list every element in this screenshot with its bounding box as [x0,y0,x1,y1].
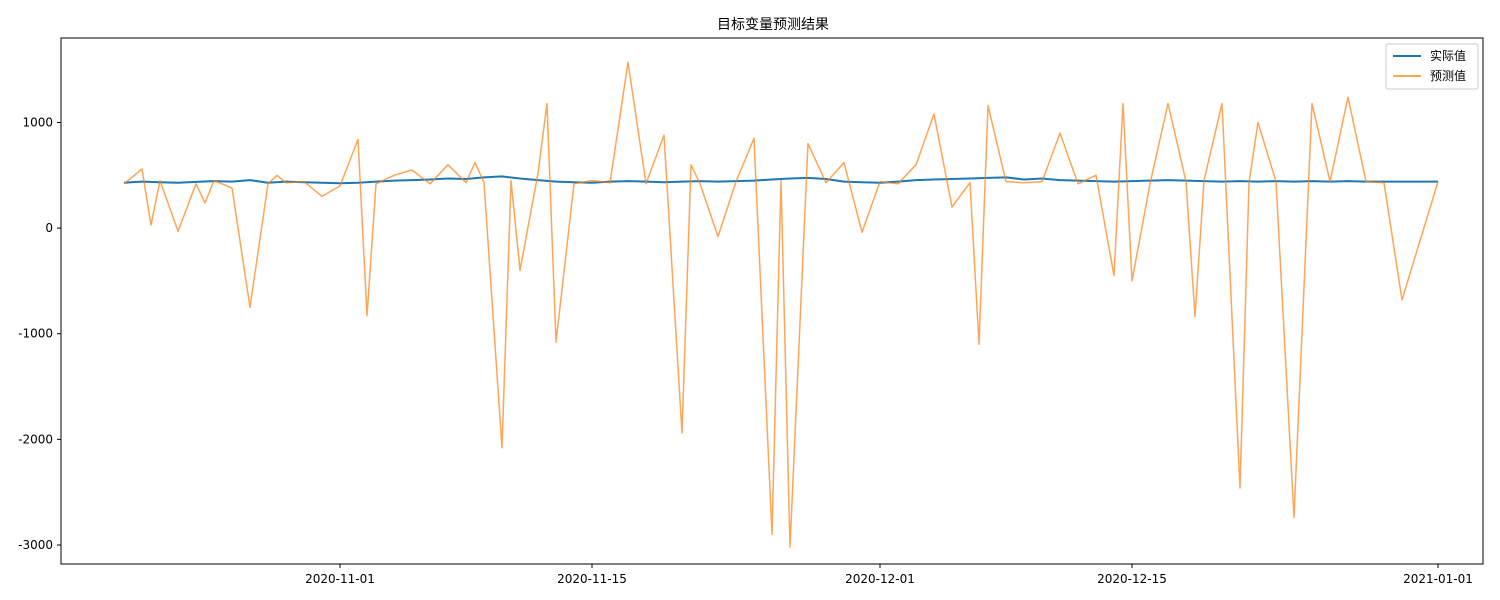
series-line-predicted [123,61,1439,548]
x-tick-label: 2020-12-01 [845,572,915,586]
legend: 实际值 预测值 [1385,43,1479,90]
plot-frame [60,37,1484,565]
y-tick-label: -1000 [18,327,53,341]
y-tick-label: 1000 [22,115,53,129]
x-tick-label: 2020-11-01 [305,572,375,586]
y-tick-label: -2000 [18,432,53,446]
y-tick-label: 0 [45,221,53,235]
legend-label-actual: 实际值 [1430,48,1466,63]
x-tick-label: 2020-12-15 [1097,572,1167,586]
axes-layer: 1000 0 -1000 -2000 -3000 2020-11-01 2020-11-15… [18,115,1473,586]
y-tick-label: -3000 [18,538,53,552]
legend-label-predicted: 预测值 [1430,68,1466,83]
chart-title: 目标变量预测结果 [717,17,829,33]
x-tick-label: 2021-01-01 [1403,572,1473,586]
series-layer [123,61,1439,548]
x-tick-label: 2020-11-15 [557,572,627,586]
